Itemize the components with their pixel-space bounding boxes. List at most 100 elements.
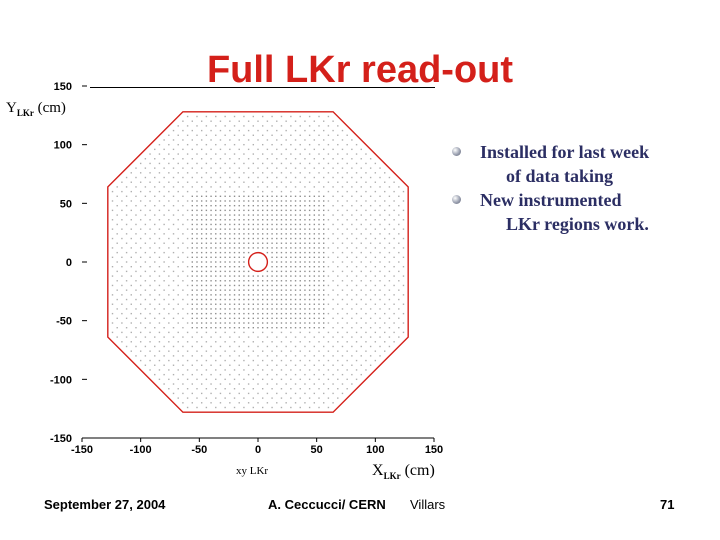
cell-mark <box>332 270 334 273</box>
cell-mark <box>318 341 320 343</box>
cell-mark <box>308 134 311 136</box>
cell-mark <box>369 186 372 188</box>
cell-mark <box>205 233 208 235</box>
cell-mark <box>285 308 287 310</box>
cell-mark <box>158 172 161 174</box>
cell-mark <box>341 186 344 188</box>
cell-mark <box>304 242 306 244</box>
cell-mark <box>210 204 212 207</box>
cell-mark <box>285 275 287 277</box>
cell-mark <box>238 233 240 235</box>
cell-mark <box>247 219 250 221</box>
cell-mark <box>252 247 255 249</box>
cell-mark <box>337 190 339 193</box>
cell-mark <box>369 242 372 244</box>
cell-mark <box>135 261 137 263</box>
cell-mark <box>168 190 170 193</box>
cell-mark <box>261 388 264 390</box>
cell-mark <box>280 331 283 334</box>
cell-mark <box>271 406 273 409</box>
cell-mark <box>276 327 278 329</box>
cell-mark <box>144 195 147 197</box>
cell-mark <box>332 289 334 291</box>
cell-mark <box>210 373 212 376</box>
cell-mark <box>388 270 391 273</box>
cell-mark <box>398 251 400 254</box>
cell-mark <box>304 233 306 235</box>
cell-mark <box>154 317 156 320</box>
cell-mark <box>327 294 330 296</box>
cell-mark <box>304 303 306 305</box>
cell-mark <box>252 378 255 381</box>
cell-mark <box>374 284 377 287</box>
cell-mark <box>224 312 226 315</box>
cell-mark <box>341 373 344 376</box>
cell-mark <box>139 312 142 315</box>
cell-mark <box>196 125 198 127</box>
cell-mark <box>205 265 208 268</box>
cell-mark <box>229 270 231 273</box>
cell-mark <box>144 251 147 254</box>
cell-mark <box>271 172 273 174</box>
cell-mark <box>318 298 320 301</box>
slide-title: Full LKr read-out <box>206 49 514 91</box>
cell-mark <box>224 270 226 273</box>
cell-mark <box>125 214 128 216</box>
cell-mark <box>276 200 278 202</box>
cell-mark <box>355 143 358 146</box>
cell-mark <box>168 181 170 183</box>
cell-mark <box>388 233 391 235</box>
cell-mark <box>191 275 193 277</box>
cell-mark <box>252 322 255 324</box>
cell-mark <box>308 228 311 230</box>
cell-mark <box>130 172 132 174</box>
cell-mark <box>191 158 193 160</box>
cell-mark <box>158 378 161 381</box>
cell-mark <box>215 115 217 118</box>
cell-mark <box>191 167 193 169</box>
cell-mark <box>172 383 175 385</box>
cell-mark <box>276 237 278 240</box>
cell-mark <box>271 247 273 249</box>
cell-mark <box>135 204 137 207</box>
cell-mark <box>379 280 381 282</box>
cell-mark <box>355 200 358 202</box>
cell-mark <box>200 251 203 254</box>
cell-mark <box>252 181 255 183</box>
cell-mark <box>374 172 377 174</box>
cell-mark <box>172 355 175 357</box>
cell-mark <box>323 355 325 357</box>
cell-mark <box>323 148 325 151</box>
cell-mark <box>323 237 325 240</box>
cell-mark <box>215 261 217 263</box>
cell-mark <box>313 219 316 221</box>
cell-mark <box>257 209 259 212</box>
cell-mark <box>369 195 372 197</box>
cell-mark <box>271 143 273 146</box>
cell-mark <box>200 233 203 235</box>
cell-mark <box>280 242 283 244</box>
cell-mark <box>308 406 311 409</box>
cell-mark <box>271 115 273 118</box>
cell-mark <box>337 322 339 324</box>
cell-mark <box>294 242 297 244</box>
cell-mark <box>365 172 367 174</box>
cell-mark <box>186 247 189 249</box>
cell-mark <box>130 237 132 240</box>
cell-mark <box>257 298 259 301</box>
cell-mark <box>299 200 301 202</box>
cell-mark <box>229 233 231 235</box>
cell-mark <box>191 261 193 263</box>
cell-mark <box>205 284 208 287</box>
cell-mark <box>168 237 170 240</box>
cell-mark <box>257 289 259 291</box>
cell-mark <box>210 275 212 277</box>
cell-mark <box>135 327 137 329</box>
cell-mark <box>243 378 245 381</box>
cell-mark <box>365 265 367 268</box>
cell-mark <box>271 308 273 310</box>
cell-mark <box>294 209 297 212</box>
cell-mark <box>384 303 386 305</box>
cell-mark <box>224 350 226 352</box>
cell-mark <box>130 294 132 296</box>
